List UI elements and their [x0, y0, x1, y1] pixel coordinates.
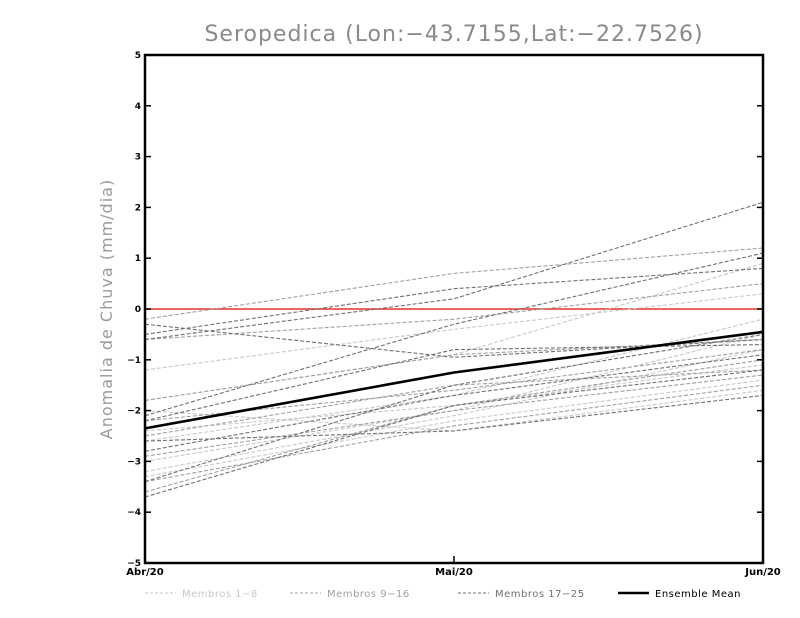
- member-line-g2-0: [144, 201, 764, 341]
- member-line-g1-0: [144, 247, 764, 320]
- member-line-g1-4: [144, 374, 764, 457]
- y-tick-label: −4: [127, 508, 141, 518]
- legend-entry: Membros 17−25: [495, 589, 585, 600]
- member-line-g0-7: [144, 364, 764, 432]
- member-line-g0-0: [144, 293, 764, 371]
- y-tick-label: 3: [135, 153, 141, 163]
- member-line-g2-1: [144, 267, 764, 335]
- member-line-g2-4: [144, 354, 764, 452]
- y-axis-label: Anomalia de Chuva (mm/dia): [97, 179, 116, 439]
- member-line-g0-6: [144, 349, 764, 473]
- member-line-g2-3: [144, 323, 764, 358]
- x-tick-label: Mai/20: [435, 567, 473, 578]
- y-tick-label: −2: [127, 407, 141, 417]
- y-tick-label: 4: [135, 102, 141, 112]
- y-tick-label: 1: [135, 254, 141, 264]
- ensemble-mean-line: [144, 330, 764, 430]
- y-tick-label: −3: [127, 457, 141, 467]
- x-tick-label: Abr/20: [126, 567, 163, 578]
- plot-area: −5 −4 −3 −2 −1 0 1 2 3 4 5 Abr/20 Mai/20 Jun/20: [126, 51, 781, 578]
- member-line-g1-7: [144, 369, 764, 437]
- member-line-g2-8: [144, 394, 764, 442]
- member-line-g2-5: [144, 333, 764, 483]
- member-line-g0-1: [144, 262, 764, 401]
- member-line-g0-4: [144, 379, 764, 478]
- legend: Membros 1−8 Membros 9−16 Membros 17−25 Ense…: [145, 589, 741, 600]
- y-tick-label: 5: [135, 51, 141, 61]
- x-tick-label: Jun/20: [744, 567, 781, 578]
- y-tick-label: 0: [135, 305, 141, 315]
- legend-entry: Membros 1−8: [182, 589, 258, 600]
- y-tick-label: 2: [135, 203, 141, 213]
- y-tick-label: −1: [127, 356, 141, 366]
- member-line-g2-7: [144, 369, 764, 498]
- y-tick-label: −5: [127, 559, 141, 569]
- member-line-g2-6: [144, 344, 764, 422]
- legend-entry: Membros 9−16: [327, 589, 410, 600]
- legend-entry: Ensemble Mean: [655, 589, 741, 600]
- chart-title: Seropedica (Lon:−43.7155,Lat:−22.7526): [204, 22, 703, 47]
- member-line-g1-5: [144, 384, 764, 483]
- member-line-g1-1: [144, 283, 764, 341]
